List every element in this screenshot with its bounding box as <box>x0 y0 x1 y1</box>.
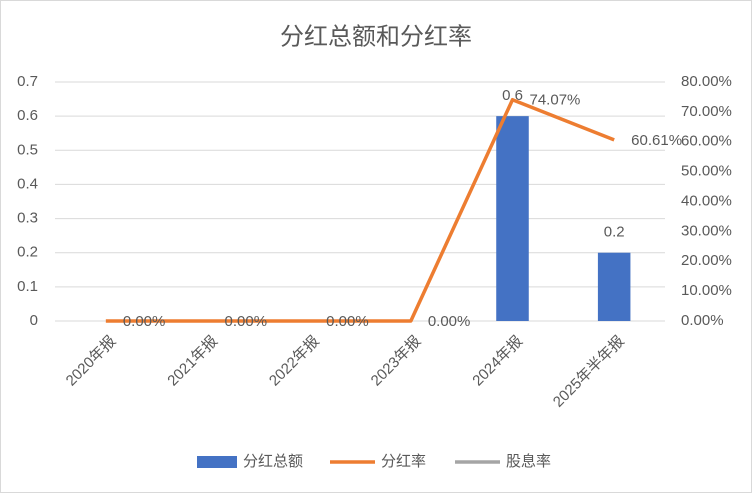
y-tick-label: 0 <box>30 312 38 329</box>
bar <box>597 252 631 321</box>
y-tick-label: 0.1 <box>17 278 38 295</box>
line-label: 0.00% <box>326 313 369 330</box>
y2-tick-label: 80.00% <box>681 73 732 90</box>
y-tick-label: 0.4 <box>17 175 38 192</box>
y2-tick-label: 30.00% <box>681 222 732 239</box>
line-label: 60.61% <box>631 132 682 149</box>
y2-tick-label: 60.00% <box>681 133 732 150</box>
bar-label: 0.2 <box>604 224 625 241</box>
y2-tick-label: 0.00% <box>681 312 724 329</box>
y-tick-label: 0.7 <box>17 73 38 90</box>
y2-tick-label: 20.00% <box>681 252 732 269</box>
y-tick-label: 0.6 <box>17 107 38 124</box>
legend-label: 股息率 <box>506 453 551 470</box>
line-label: 0.00% <box>428 313 471 330</box>
bar <box>496 116 529 322</box>
bar-label: 0.6 <box>502 87 523 104</box>
y2-tick-label: 40.00% <box>681 192 732 209</box>
legend-label: 分红总额 <box>243 453 303 470</box>
legend-label: 分红率 <box>381 453 426 470</box>
y-tick-label: 0.3 <box>17 210 38 227</box>
y2-tick-label: 70.00% <box>681 103 732 120</box>
legend-swatch <box>197 456 237 468</box>
y-tick-label: 0.2 <box>17 244 38 261</box>
line-label: 74.07% <box>530 92 581 109</box>
line-label: 0.00% <box>123 313 166 330</box>
line <box>105 97 615 323</box>
y2-tick-label: 50.00% <box>681 163 732 180</box>
y-tick-label: 0.5 <box>17 141 38 158</box>
chart-title: 分红总额和分红率 <box>280 23 472 50</box>
line-label: 0.00% <box>225 313 268 330</box>
y2-tick-label: 10.00% <box>681 282 732 299</box>
